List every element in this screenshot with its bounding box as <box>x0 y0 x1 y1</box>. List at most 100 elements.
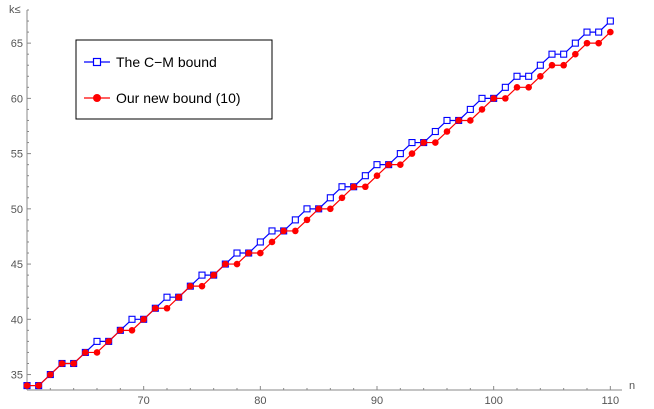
data-point <box>513 84 521 91</box>
data-point <box>268 227 276 235</box>
y-tick-label: 35 <box>11 370 23 382</box>
data-point <box>607 28 614 36</box>
data-point <box>163 304 171 312</box>
series-layer <box>23 17 614 390</box>
data-point <box>23 382 31 389</box>
data-point <box>128 315 136 323</box>
data-point <box>303 216 311 224</box>
axes <box>26 10 622 391</box>
data-point <box>443 116 451 125</box>
data-point <box>350 183 357 191</box>
y-tick-label: 50 <box>11 204 23 216</box>
x-axis-label: n <box>629 380 635 392</box>
x-tick-label: 100 <box>484 395 502 407</box>
data-point <box>373 172 381 179</box>
data-point <box>548 50 556 58</box>
data-point <box>163 293 171 301</box>
data-point <box>502 95 509 102</box>
legend-marker-new <box>93 94 101 102</box>
x-tick-label: 70 <box>138 395 150 407</box>
y-tick-label: 40 <box>11 314 23 326</box>
data-point <box>233 260 241 268</box>
data-point <box>268 238 276 246</box>
data-point <box>152 304 159 312</box>
data-point <box>595 39 602 47</box>
data-point <box>303 205 311 213</box>
data-point <box>82 349 89 356</box>
data-point <box>93 337 101 345</box>
y-tick-label: 45 <box>11 259 23 271</box>
legend-label-cm: The C−M bound <box>116 54 217 70</box>
data-point <box>536 61 544 69</box>
data-point <box>280 227 287 235</box>
data-point <box>198 282 206 290</box>
data-point <box>606 17 614 25</box>
data-point <box>385 161 392 168</box>
data-point <box>455 117 462 124</box>
series-1 <box>23 28 614 389</box>
data-point <box>338 183 346 191</box>
data-point <box>478 106 486 113</box>
data-point <box>537 72 544 80</box>
data-point <box>47 371 54 378</box>
y-tick-label: 65 <box>11 38 23 50</box>
data-point <box>233 249 241 257</box>
x-tick-label: 110 <box>602 395 620 407</box>
data-point <box>245 249 252 257</box>
data-point <box>222 260 229 268</box>
data-point <box>583 28 591 36</box>
y-tick-label: 55 <box>11 149 23 161</box>
legend-frame <box>75 39 273 120</box>
data-point <box>105 338 112 345</box>
legend: The C−M bound Our new bound (10) <box>75 39 273 120</box>
data-point <box>583 39 591 47</box>
data-point <box>513 72 521 80</box>
x-tick-label: 90 <box>371 395 383 407</box>
data-point <box>58 360 66 367</box>
data-point <box>571 39 579 47</box>
y-tick-label: 60 <box>11 93 23 105</box>
y-axis-label: k≤ <box>9 4 21 16</box>
data-point <box>595 28 603 36</box>
data-point <box>117 327 124 334</box>
legend-marker-cm <box>92 57 102 67</box>
data-point <box>361 172 369 180</box>
data-point <box>373 161 381 169</box>
data-point <box>572 50 579 58</box>
x-tick-label: 80 <box>254 395 266 407</box>
data-point <box>315 205 322 213</box>
data-point <box>187 282 194 290</box>
data-point <box>140 316 147 323</box>
data-point <box>327 205 334 213</box>
data-point <box>362 183 369 191</box>
data-point <box>175 293 182 301</box>
ticks: 70 80 90 100 110 35 40 45 50 55 60 65 <box>11 9 620 407</box>
data-point <box>35 382 42 389</box>
data-point <box>467 117 474 124</box>
data-point <box>548 61 556 69</box>
data-point <box>466 105 474 113</box>
data-point <box>525 72 533 80</box>
data-point <box>210 271 217 279</box>
data-point <box>490 95 497 102</box>
data-point <box>338 194 346 202</box>
data-point <box>396 150 404 158</box>
data-point <box>560 61 567 69</box>
data-point <box>501 83 509 91</box>
data-point <box>432 139 439 146</box>
data-point <box>397 161 404 168</box>
data-point <box>408 150 416 157</box>
data-point <box>408 139 416 147</box>
data-point <box>128 327 136 334</box>
data-point <box>93 349 101 356</box>
data-point <box>257 249 264 257</box>
data-point <box>525 84 532 91</box>
data-point <box>478 94 486 102</box>
data-point <box>256 238 264 246</box>
data-point <box>326 194 334 202</box>
data-point <box>560 50 568 58</box>
data-point <box>420 139 427 146</box>
legend-label-new: Our new bound (10) <box>116 90 241 106</box>
data-point <box>292 227 299 235</box>
